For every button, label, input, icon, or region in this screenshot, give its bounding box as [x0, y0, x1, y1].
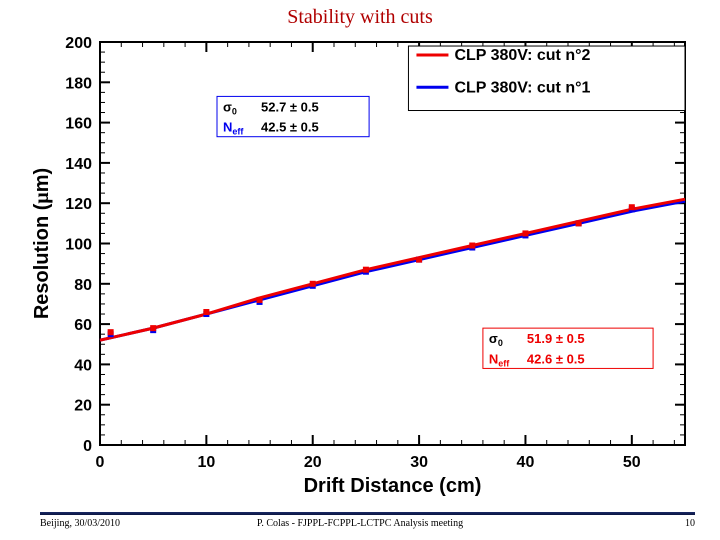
svg-text:0: 0 [83, 438, 92, 455]
svg-text:σ0: σ0 [223, 99, 237, 116]
svg-text:Neff: Neff [489, 351, 510, 368]
svg-text:40: 40 [517, 454, 535, 471]
svg-text:CLP 380V: cut n°2: CLP 380V: cut n°2 [454, 47, 590, 64]
chart-svg: 0 10 20 30 40 50 0 20 40 60 80 100 120 140 160 180 200 Dr… [30, 30, 700, 500]
svg-text:0: 0 [96, 454, 105, 471]
svg-text:10: 10 [197, 454, 215, 471]
svg-text:Resolution (μm): Resolution (μm) [31, 168, 53, 319]
svg-text:20: 20 [304, 454, 322, 471]
footer-divider [40, 512, 695, 515]
footer-meeting: P. Colas - FJPPL-FCPPL-LCTPC Analysis me… [0, 518, 720, 529]
svg-text:Drift Distance (cm): Drift Distance (cm) [304, 475, 482, 497]
svg-text:42.5 ± 0.5: 42.5 ± 0.5 [261, 120, 319, 135]
svg-text:80: 80 [74, 277, 92, 294]
svg-text:30: 30 [410, 454, 428, 471]
svg-text:σ0: σ0 [489, 331, 503, 348]
svg-text:20: 20 [74, 398, 92, 415]
svg-text:140: 140 [65, 156, 92, 173]
svg-text:60: 60 [74, 317, 92, 334]
footer: Beijing, 30/03/2010 P. Colas - FJPPL-FCP… [0, 512, 720, 536]
svg-text:50: 50 [623, 454, 641, 471]
svg-text:52.7 ± 0.5: 52.7 ± 0.5 [261, 99, 319, 114]
svg-text:Neff: Neff [223, 120, 244, 137]
svg-text:180: 180 [65, 75, 92, 92]
slide-title: Stability with cuts [0, 6, 720, 29]
footer-page-number: 10 [685, 518, 695, 529]
svg-text:100: 100 [65, 237, 92, 254]
svg-text:160: 160 [65, 116, 92, 133]
svg-text:200: 200 [65, 35, 92, 52]
svg-text:40: 40 [74, 357, 92, 374]
svg-text:42.6 ± 0.5: 42.6 ± 0.5 [527, 351, 585, 366]
svg-text:CLP 380V: cut n°1: CLP 380V: cut n°1 [454, 79, 590, 96]
svg-text:51.9 ± 0.5: 51.9 ± 0.5 [527, 331, 585, 346]
resolution-chart: 0 10 20 30 40 50 0 20 40 60 80 100 120 140 160 180 200 Dr… [30, 30, 700, 500]
svg-text:120: 120 [65, 196, 92, 213]
